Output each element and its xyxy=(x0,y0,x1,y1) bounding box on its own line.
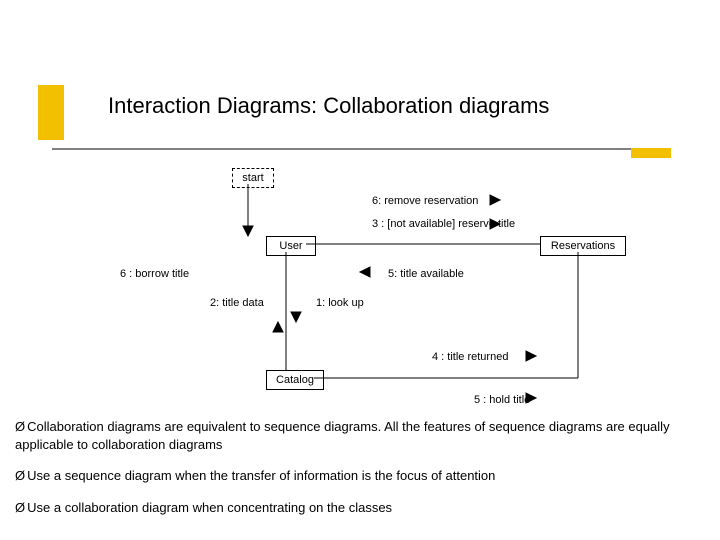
bullet-text: Use a sequence diagram when the transfer… xyxy=(27,468,495,483)
bullet-text: Use a collaboration diagram when concent… xyxy=(27,500,392,515)
collaboration-diagram-edges xyxy=(0,0,720,420)
bullet-text: Collaboration diagrams are equivalent to… xyxy=(15,419,670,452)
list-item: ØUse a sequence diagram when the transfe… xyxy=(15,467,705,485)
bullet-list: ØCollaboration diagrams are equivalent t… xyxy=(15,418,705,530)
bullet-icon: Ø xyxy=(15,468,25,483)
list-item: ØCollaboration diagrams are equivalent t… xyxy=(15,418,705,453)
list-item: ØUse a collaboration diagram when concen… xyxy=(15,499,705,517)
bullet-icon: Ø xyxy=(15,500,25,515)
bullet-icon: Ø xyxy=(15,419,25,434)
